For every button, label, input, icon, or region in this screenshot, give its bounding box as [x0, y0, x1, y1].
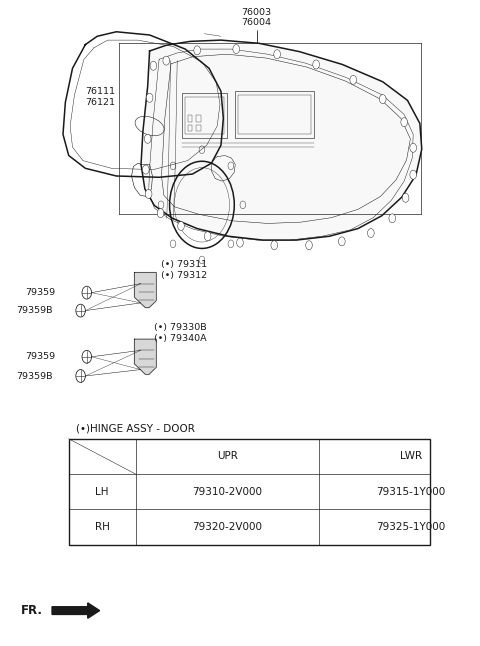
Text: 79315-1Y000: 79315-1Y000 — [376, 486, 445, 497]
Circle shape — [379, 94, 386, 103]
Bar — [235, 91, 314, 138]
Text: 76003
76004: 76003 76004 — [241, 8, 272, 27]
Circle shape — [410, 143, 417, 152]
Circle shape — [401, 118, 408, 127]
Circle shape — [145, 189, 152, 198]
Text: RH: RH — [95, 522, 109, 532]
Circle shape — [410, 171, 417, 179]
Text: 79359: 79359 — [25, 351, 55, 360]
Circle shape — [144, 134, 151, 143]
Text: (•) 79330B
(•) 79340A: (•) 79330B (•) 79340A — [155, 323, 207, 342]
Text: 79359B: 79359B — [16, 372, 53, 381]
Circle shape — [143, 165, 149, 174]
Circle shape — [271, 241, 277, 250]
Circle shape — [274, 50, 280, 59]
Text: 79325-1Y000: 79325-1Y000 — [376, 522, 445, 532]
Circle shape — [368, 229, 374, 238]
Bar — [188, 115, 192, 121]
Circle shape — [178, 222, 184, 231]
Circle shape — [313, 60, 320, 69]
Text: 76111
76121: 76111 76121 — [85, 87, 115, 107]
Bar — [238, 95, 311, 134]
Circle shape — [350, 76, 357, 85]
Circle shape — [233, 45, 240, 54]
Bar — [69, 439, 431, 545]
Text: 79359B: 79359B — [16, 306, 53, 315]
Circle shape — [237, 238, 243, 247]
Circle shape — [150, 61, 157, 70]
Circle shape — [306, 241, 312, 250]
Text: UPR: UPR — [217, 452, 238, 461]
Circle shape — [194, 46, 201, 55]
Circle shape — [146, 93, 153, 102]
Circle shape — [338, 237, 345, 246]
Polygon shape — [134, 339, 156, 375]
Circle shape — [157, 209, 164, 218]
Text: LWR: LWR — [400, 452, 422, 461]
Text: 79310-2V000: 79310-2V000 — [192, 486, 263, 497]
Bar — [188, 125, 192, 131]
Circle shape — [204, 232, 211, 241]
Polygon shape — [134, 273, 156, 307]
Bar — [185, 96, 224, 134]
Circle shape — [163, 56, 169, 65]
Bar — [196, 125, 201, 131]
Text: 79359: 79359 — [25, 287, 55, 297]
Bar — [182, 92, 227, 138]
Text: 79320-2V000: 79320-2V000 — [192, 522, 263, 532]
FancyArrow shape — [52, 603, 100, 618]
Circle shape — [402, 193, 409, 202]
Text: (•) 79311
(•) 79312: (•) 79311 (•) 79312 — [161, 260, 208, 280]
Text: (•)HINGE ASSY - DOOR: (•)HINGE ASSY - DOOR — [76, 424, 195, 433]
Circle shape — [389, 214, 396, 223]
Bar — [196, 115, 201, 121]
Text: FR.: FR. — [21, 604, 43, 617]
Polygon shape — [141, 40, 422, 240]
Text: LH: LH — [96, 486, 109, 497]
